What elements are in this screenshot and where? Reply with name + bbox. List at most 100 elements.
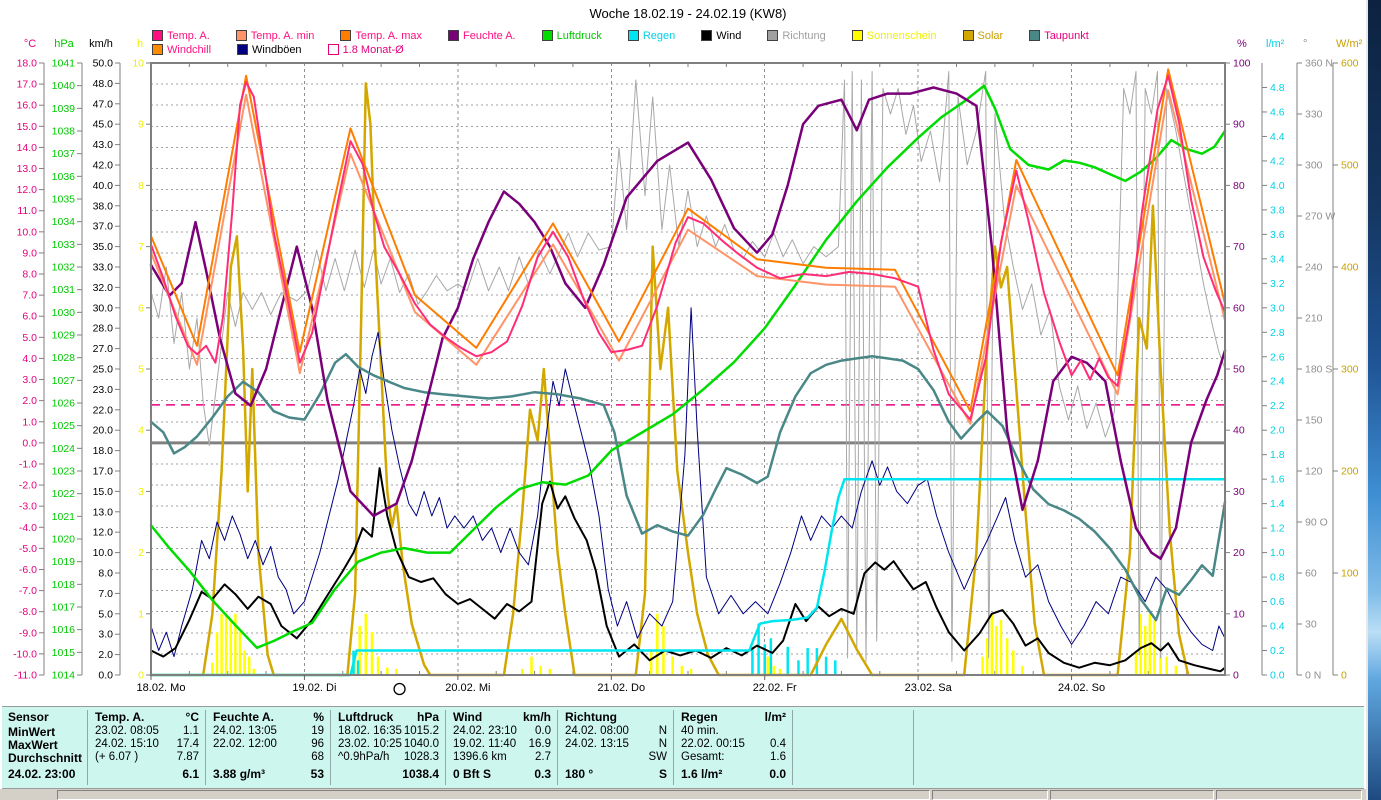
humidity-axis-label: 20 xyxy=(1233,547,1245,559)
legend-label: Windböen xyxy=(252,43,302,56)
wind-axis-label: 10.0 xyxy=(93,547,114,559)
temp-axis-label: -5.0 xyxy=(19,543,37,555)
legend-item-windchill[interactable]: Windchill xyxy=(152,44,211,56)
weather-chart: 18.017.016.015.014.013.012.011.010.09.08… xyxy=(13,38,1363,696)
column-header: Wind xyxy=(453,710,483,724)
cell-text: 1.6 l/m² xyxy=(681,767,723,781)
legend-item-regen[interactable]: Regen xyxy=(627,29,676,42)
pressure-axis-label: 1037 xyxy=(52,148,76,160)
humidity-axis-label: 30 xyxy=(1233,486,1245,498)
table-divider xyxy=(330,710,331,785)
x-axis-day-label: 24.02. So xyxy=(1058,682,1105,694)
direction-axis-label: 240 xyxy=(1305,262,1323,274)
column-unit: °C xyxy=(185,710,199,724)
pressure-axis-label: 1014 xyxy=(52,670,76,682)
temp-axis-label: 14.0 xyxy=(17,142,38,154)
humidity-axis-label: 50 xyxy=(1233,364,1245,376)
wind-axis-label: 18.0 xyxy=(93,445,114,457)
legend-item-solar[interactable]: Solar xyxy=(962,30,1003,42)
temp-axis-label: 18.0 xyxy=(17,58,38,70)
pressure-axis-label: 1041 xyxy=(52,58,76,70)
legend-item-sonnenschein[interactable]: Sonnenschein xyxy=(851,30,937,42)
axis-header: h xyxy=(137,38,143,50)
legend-item-richtung[interactable]: Richtung xyxy=(767,30,826,42)
legend-label: Temp. A. xyxy=(167,29,210,42)
x-axis-day-label: 21.02. Do xyxy=(597,682,645,694)
series-temp-min xyxy=(150,89,1226,425)
humidity-axis-label: 80 xyxy=(1233,180,1245,192)
cell-value: 1015.2 xyxy=(403,725,439,737)
column-unit: hPa xyxy=(416,710,439,724)
series-taupunkt xyxy=(149,352,1227,622)
solar-axis-label: 200 xyxy=(1341,466,1359,478)
rain-axis-label: 3.2 xyxy=(1270,278,1285,290)
legend-item-taupunkt[interactable]: Taupunkt xyxy=(1029,30,1089,42)
series-temp-max xyxy=(150,68,1226,413)
cell-text: 24.02. 13:05 xyxy=(213,725,277,737)
legend-swatch xyxy=(152,30,163,41)
temp-axis-label: 5.0 xyxy=(22,332,37,344)
cell-text: 22.02. 00:15 xyxy=(681,738,745,750)
sunshine-axis-label: 6 xyxy=(138,302,144,314)
temp-axis-label: -6.0 xyxy=(19,564,37,576)
cell-value: 7.87 xyxy=(176,751,199,763)
column-header: Luftdruck xyxy=(338,710,394,724)
row-label: Durchschnitt xyxy=(8,751,83,765)
cell-value: 0.0 xyxy=(769,767,786,781)
series-regen xyxy=(149,477,1227,677)
sensor-statistics-table: Sensor MinWert MaxWert Durchschnitt 24.02. 2… xyxy=(2,706,1364,789)
cell-text: ^0.9hPa/h xyxy=(338,751,390,763)
pressure-axis-label: 1016 xyxy=(52,624,76,636)
table-divider xyxy=(445,710,446,785)
legend-item-temp-a-max[interactable]: Temp. A. max xyxy=(340,30,422,42)
legend-item-temp-a-[interactable]: Temp. A. xyxy=(152,30,210,42)
humidity-axis-label: 10 xyxy=(1233,608,1245,620)
cell-value: 68 xyxy=(311,751,324,763)
cell-value: 0.4 xyxy=(770,738,786,750)
direction-axis-label: 300 xyxy=(1305,160,1323,172)
pressure-axis-label: 1032 xyxy=(52,262,76,274)
pressure-axis-label: 1025 xyxy=(52,420,76,432)
legend-label: Wind xyxy=(716,29,742,42)
rain-axis-label: 3.8 xyxy=(1270,204,1285,216)
rain-axis-label: 4.2 xyxy=(1270,155,1285,167)
cell-value: 1038.4 xyxy=(402,767,439,781)
temp-axis-label: 9.0 xyxy=(22,247,37,259)
wind-axis-label: 40.0 xyxy=(93,180,114,192)
direction-axis-label: 270 W xyxy=(1305,211,1335,223)
pressure-axis-label: 1038 xyxy=(52,126,76,138)
legend-item-temp-a-min[interactable]: Temp. A. min xyxy=(235,30,314,42)
table-divider xyxy=(792,710,793,785)
cell-text: 3.88 g/m³ xyxy=(213,767,266,781)
legend-item-feuchte-a-[interactable]: Feuchte A. xyxy=(448,30,516,42)
legend-row-1: Temp. A. Temp. A. min Temp. A. max Feuchte … xyxy=(152,29,1089,42)
pressure-axis-label: 1031 xyxy=(52,284,76,296)
legend-item-1-8-monat-[interactable]: 1.8 Monat-Ø xyxy=(327,44,404,56)
pressure-axis-label: 1030 xyxy=(52,307,76,319)
legend-swatch xyxy=(767,30,779,41)
legend-item-luftdruck[interactable]: Luftdruck xyxy=(541,30,602,42)
sunshine-axis-label: 9 xyxy=(138,119,144,131)
direction-axis-label: 120 xyxy=(1305,466,1323,478)
legend-label: Temp. A. max xyxy=(355,29,423,42)
temp-axis-label: 11.0 xyxy=(17,205,37,217)
direction-axis-label: 60 xyxy=(1305,568,1317,580)
legend-swatch xyxy=(541,30,553,41)
rain-axis-label: 2.0 xyxy=(1270,425,1285,437)
legend-item-windb-en[interactable]: Windböen xyxy=(237,44,302,56)
temp-axis-label: 8.0 xyxy=(22,269,37,281)
humidity-axis-label: 60 xyxy=(1233,302,1245,314)
pressure-axis-label: 1023 xyxy=(52,466,76,478)
row-label: 24.02. 23:00 xyxy=(8,767,76,781)
x-axis-day-label: 20.02. Mi xyxy=(445,682,490,694)
wind-axis-label: 35.0 xyxy=(93,241,114,253)
legend-item-wind[interactable]: Wind xyxy=(701,30,741,42)
pressure-axis-label: 1029 xyxy=(52,330,76,342)
table-divider xyxy=(673,710,674,785)
column-header: Richtung xyxy=(565,710,617,724)
legend-label: Regen xyxy=(642,29,676,42)
wind-axis-label: 38.0 xyxy=(93,200,114,212)
wind-axis-label: 42.0 xyxy=(93,160,114,172)
wind-axis-label: 50.0 xyxy=(93,58,114,70)
table-divider xyxy=(87,710,88,785)
